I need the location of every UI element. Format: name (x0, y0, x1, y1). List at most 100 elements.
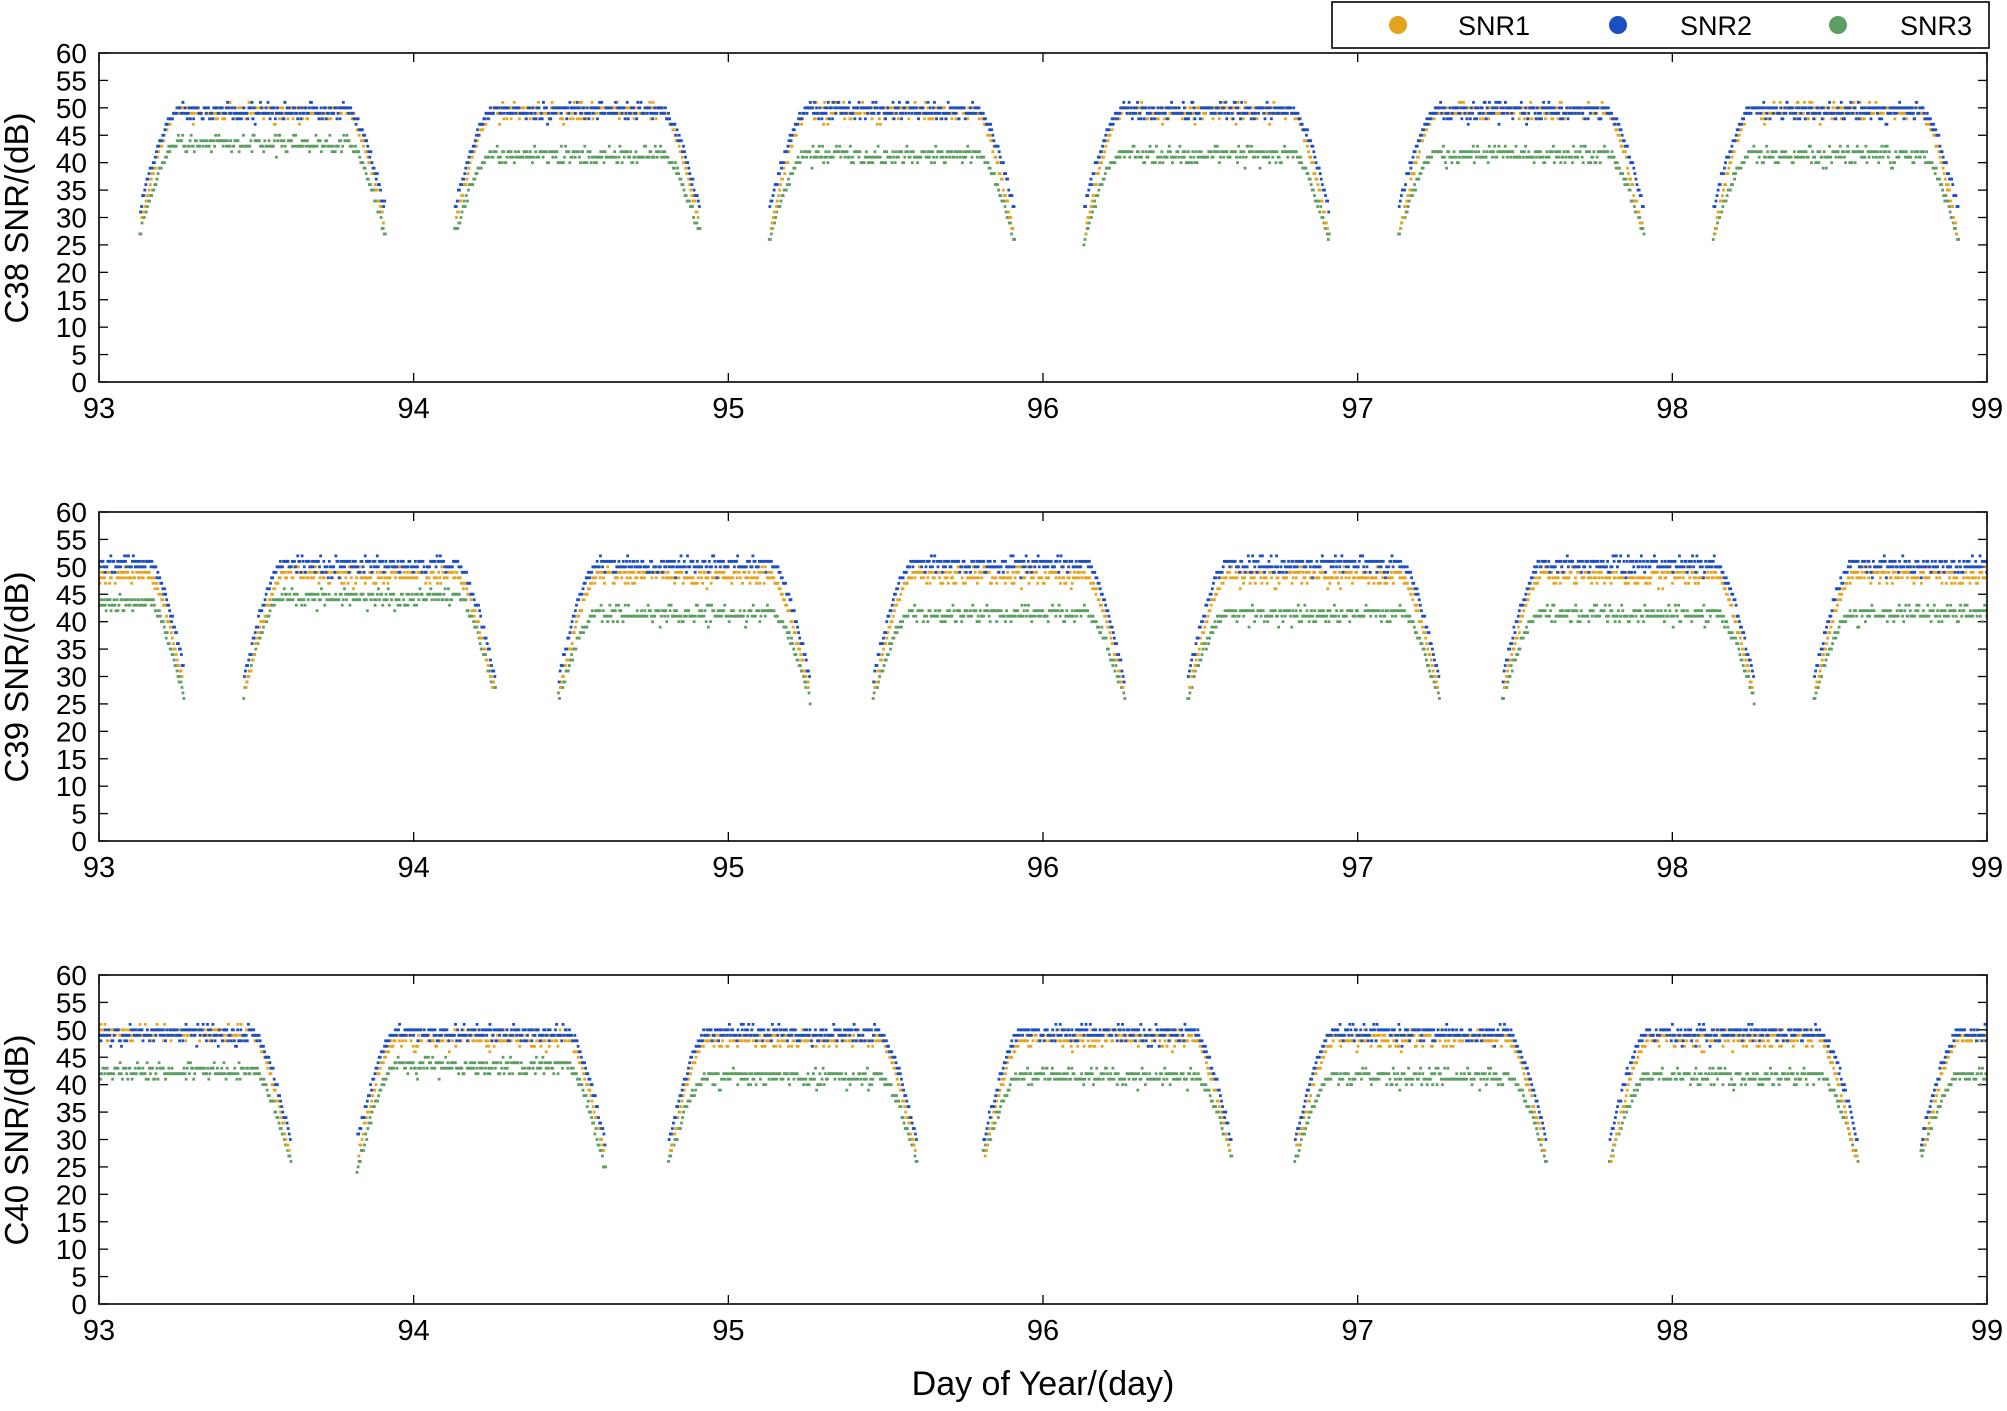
point-snr3 (95, 604, 98, 607)
point-snr2 (778, 172, 781, 176)
point-snr1 (1234, 122, 1238, 126)
point-snr3 (891, 150, 895, 154)
point-snr1 (152, 576, 156, 580)
point-snr2 (179, 653, 183, 656)
point-snr3 (968, 150, 972, 154)
point-snr2 (150, 559, 154, 563)
point-snr3 (467, 188, 470, 192)
point-snr1 (1862, 117, 1866, 121)
point-snr3 (50, 598, 53, 601)
point-snr2 (525, 111, 529, 115)
point-snr2 (1135, 106, 1138, 110)
point-snr3 (642, 155, 645, 159)
point-snr2 (1086, 194, 1090, 197)
point-snr3 (787, 177, 790, 181)
point-snr3 (1942, 194, 1946, 197)
point-snr3 (616, 161, 620, 165)
point-snr2 (1714, 199, 1718, 203)
point-snr3 (1626, 183, 1630, 186)
point-snr3 (1141, 150, 1144, 154)
point-snr3 (1127, 150, 1131, 154)
point-snr3 (249, 139, 253, 143)
point-snr1 (108, 581, 111, 585)
point-snr2 (770, 199, 774, 203)
point-snr2 (636, 100, 640, 104)
point-snr3 (1091, 210, 1094, 214)
point-snr3 (150, 194, 154, 197)
point-snr1 (1727, 166, 1731, 170)
point-snr3 (1574, 150, 1578, 154)
point-snr3 (381, 227, 385, 230)
point-snr3 (958, 155, 962, 159)
point-snr3 (1566, 150, 1570, 154)
point-snr3 (1876, 150, 1879, 154)
point-snr1 (145, 570, 149, 574)
point-snr1 (496, 111, 499, 115)
point-snr2 (1606, 106, 1610, 110)
point-snr2 (19, 565, 22, 568)
point-snr3 (1166, 150, 1170, 154)
y-tick-label: 20 (56, 716, 87, 747)
point-snr2 (1139, 117, 1143, 121)
point-snr2 (33, 560, 36, 563)
point-snr3 (104, 609, 108, 613)
point-snr1 (262, 117, 266, 121)
point-snr3 (1527, 150, 1531, 154)
point-snr3 (1316, 205, 1320, 208)
point-snr2 (237, 117, 241, 121)
point-snr3 (1766, 150, 1770, 154)
point-snr2 (1806, 111, 1810, 115)
point-snr2 (1458, 111, 1462, 115)
point-snr3 (923, 150, 927, 154)
series-points (19, 554, 1987, 706)
point-snr3 (1804, 150, 1808, 154)
point-snr3 (123, 598, 127, 602)
point-snr3 (1275, 150, 1279, 154)
point-snr2 (1137, 117, 1141, 121)
point-snr1 (680, 155, 684, 159)
point-snr2 (580, 111, 583, 115)
point-snr1 (1284, 117, 1287, 121)
point-snr2 (1834, 117, 1838, 121)
point-snr2 (697, 205, 701, 208)
point-snr2 (163, 587, 167, 591)
point-snr1 (457, 210, 460, 214)
point-snr1 (782, 166, 786, 170)
point-snr3 (691, 205, 694, 208)
point-snr1 (1924, 122, 1928, 126)
point-snr3 (679, 177, 683, 181)
point-snr3 (165, 631, 169, 635)
point-snr3 (810, 166, 814, 170)
point-snr3 (1503, 144, 1507, 148)
point-snr2 (1494, 100, 1498, 104)
point-snr2 (1265, 100, 1269, 104)
point-snr2 (983, 117, 987, 121)
point-snr2 (1905, 111, 1909, 115)
point-snr3 (633, 155, 637, 159)
point-snr3 (768, 238, 772, 241)
point-snr2 (551, 106, 555, 110)
point-snr1 (776, 199, 779, 203)
point-snr3 (620, 161, 624, 165)
point-snr3 (1158, 161, 1162, 165)
point-snr1 (39, 571, 42, 574)
point-snr2 (1632, 166, 1636, 170)
point-snr3 (1810, 161, 1813, 165)
point-snr2 (695, 194, 699, 197)
point-snr3 (1411, 194, 1414, 197)
point-snr1 (1618, 139, 1622, 143)
point-snr3 (1623, 183, 1627, 186)
point-snr3 (1842, 150, 1845, 154)
point-snr1 (146, 576, 150, 580)
point-snr2 (1847, 111, 1851, 115)
point-snr3 (1469, 155, 1473, 159)
point-snr2 (897, 100, 901, 104)
point-snr1 (1762, 117, 1765, 121)
point-snr3 (1774, 150, 1778, 154)
point-snr3 (1260, 150, 1264, 154)
point-snr3 (1243, 166, 1247, 170)
point-snr2 (537, 106, 541, 110)
point-snr3 (379, 216, 383, 219)
point-snr3 (502, 150, 506, 154)
point-snr2 (1256, 106, 1259, 110)
